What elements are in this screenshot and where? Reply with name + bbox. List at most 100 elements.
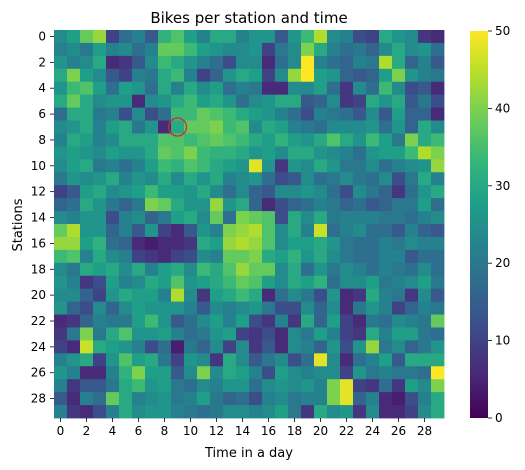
colorbar-tick-label: 0 — [495, 411, 503, 425]
heatmap-cell — [158, 146, 172, 160]
heatmap-cell — [184, 185, 198, 199]
heatmap-cell — [249, 327, 263, 341]
heatmap-cell — [67, 379, 81, 393]
heatmap-cell — [171, 405, 185, 419]
heatmap-cell — [353, 81, 367, 96]
heatmap-cell — [431, 81, 445, 96]
heatmap-cell — [210, 120, 224, 134]
heatmap-cell — [106, 185, 120, 199]
heatmap-cell — [353, 392, 367, 406]
heatmap-cell — [210, 353, 224, 367]
heatmap-cell — [80, 340, 94, 354]
heatmap-cell — [93, 68, 107, 83]
heatmap-cell — [418, 353, 432, 367]
heatmap-cell — [340, 288, 354, 302]
heatmap-cell — [392, 236, 406, 251]
heatmap-cell — [171, 224, 185, 238]
heatmap-cell — [340, 42, 354, 57]
heatmap-cell — [184, 30, 198, 44]
heatmap-cell — [197, 288, 211, 302]
heatmap-cell — [184, 94, 198, 108]
heatmap-cell — [431, 30, 445, 44]
heatmap-cell — [405, 107, 419, 121]
heatmap-cell — [392, 133, 406, 147]
heatmap-cell — [67, 340, 81, 354]
heatmap-cell — [275, 42, 289, 57]
x-tick-label: 28 — [417, 424, 432, 438]
heatmap-cell — [197, 314, 211, 328]
heatmap-cell — [366, 172, 380, 186]
heatmap-cell — [327, 94, 341, 108]
heatmap-cell — [184, 392, 198, 406]
heatmap-cell — [210, 68, 224, 83]
heatmap-cell — [353, 42, 367, 57]
heatmap-cell — [301, 249, 315, 264]
heatmap-cell — [249, 340, 263, 354]
heatmap-cell — [54, 301, 68, 315]
heatmap-cell — [262, 133, 276, 147]
heatmap-cell — [405, 314, 419, 328]
heatmap-cell — [184, 68, 198, 83]
heatmap-cell — [405, 68, 419, 83]
heatmap-cell — [431, 185, 445, 199]
heatmap-cell — [249, 211, 263, 225]
heatmap-cell — [80, 68, 94, 83]
heatmap-cell — [288, 392, 302, 406]
heatmap-cell — [93, 249, 107, 264]
heatmap-cell — [275, 55, 289, 70]
heatmap-cell — [301, 327, 315, 341]
heatmap-cell — [392, 405, 406, 419]
heatmap-cell — [288, 120, 302, 134]
x-tick-label: 2 — [83, 424, 91, 438]
heatmap-cell — [210, 301, 224, 315]
heatmap-cell — [262, 94, 276, 108]
heatmap-cell — [353, 288, 367, 302]
heatmap-cell — [184, 211, 198, 225]
heatmap-cell — [301, 107, 315, 121]
heatmap-cell — [327, 262, 341, 277]
heatmap-cell — [210, 392, 224, 406]
heatmap-cell — [314, 288, 328, 302]
heatmap-cell — [223, 301, 237, 315]
heatmap-cell — [210, 81, 224, 96]
heatmap-cell — [80, 249, 94, 264]
heatmap-cell — [210, 275, 224, 290]
heatmap-cell — [145, 301, 159, 315]
heatmap-cell — [262, 249, 276, 264]
heatmap-cell — [431, 236, 445, 251]
heatmap-cell — [262, 211, 276, 225]
heatmap-cell — [418, 133, 432, 147]
x-tick-label: 6 — [135, 424, 143, 438]
heatmap-cell — [106, 30, 120, 44]
heatmap-cell — [119, 185, 133, 199]
heatmap-cell — [54, 224, 68, 238]
heatmap-cell — [158, 405, 172, 419]
heatmap-cell — [340, 94, 354, 108]
heatmap-cell — [249, 392, 263, 406]
heatmap-cell — [405, 224, 419, 238]
heatmap-cell — [223, 55, 237, 70]
heatmap-cell — [54, 405, 68, 419]
heatmap-cell — [418, 314, 432, 328]
y-tick-label: 24 — [31, 340, 46, 354]
heatmap-cell — [236, 55, 250, 70]
heatmap-cell — [314, 185, 328, 199]
heatmap-cell — [67, 288, 81, 302]
heatmap-cell — [275, 211, 289, 225]
heatmap-cell — [54, 366, 68, 380]
heatmap-cell — [236, 198, 250, 212]
heatmap-cell — [431, 68, 445, 83]
heatmap-cell — [327, 236, 341, 251]
heatmap-cell — [171, 172, 185, 186]
heatmap-cell — [340, 366, 354, 380]
heatmap-cell — [80, 30, 94, 44]
heatmap-cell — [80, 366, 94, 380]
heatmap-cell — [210, 198, 224, 212]
heatmap-cell — [106, 366, 120, 380]
heatmap-cell — [379, 159, 393, 173]
heatmap-cell — [54, 262, 68, 277]
heatmap-cell — [392, 94, 406, 108]
heatmap-cell — [366, 185, 380, 199]
heatmap-cell — [184, 120, 198, 134]
heatmap-cell — [54, 314, 68, 328]
